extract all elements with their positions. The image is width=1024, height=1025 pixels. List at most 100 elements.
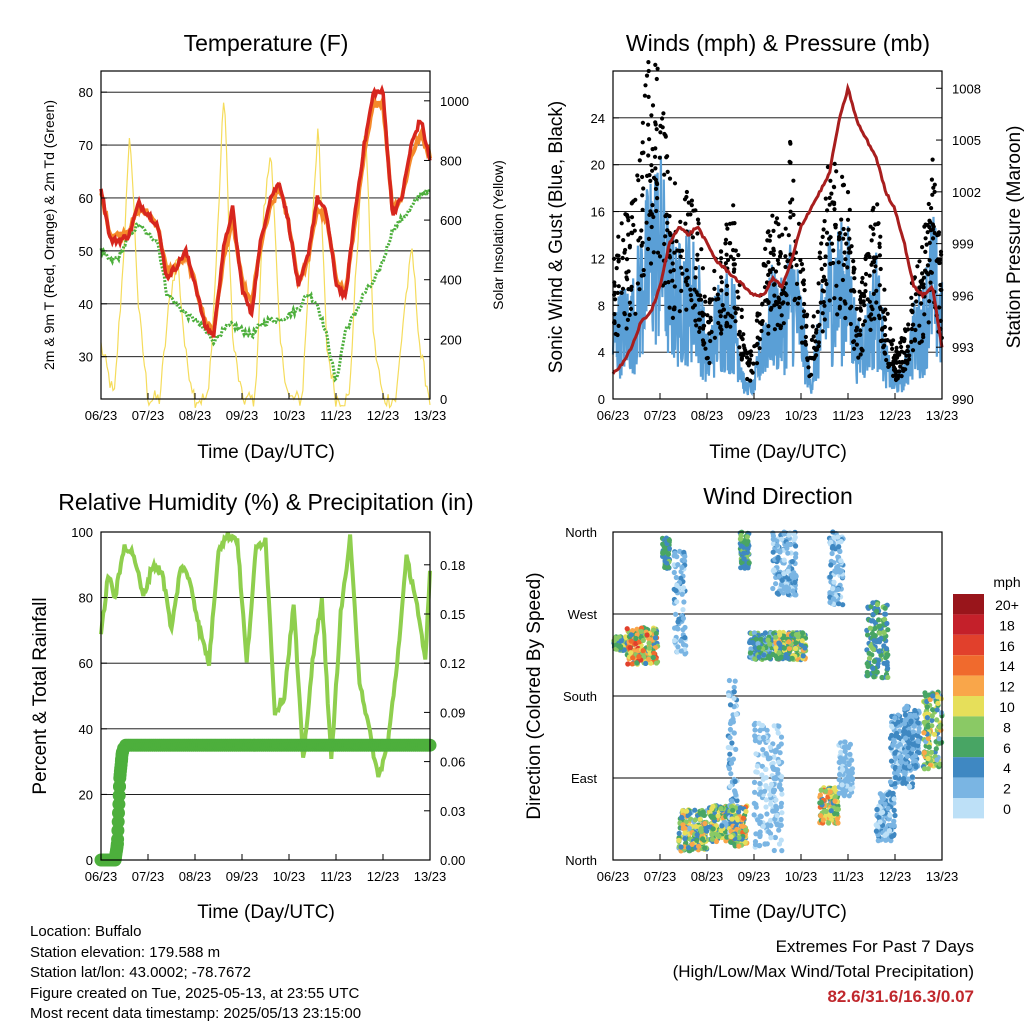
direction-point xyxy=(633,635,639,642)
gust-point xyxy=(765,238,770,243)
temperature-xlabel: Time (Day/UTC) xyxy=(197,442,335,463)
direction-point xyxy=(681,549,687,555)
gust-point xyxy=(910,348,916,353)
gust-point xyxy=(640,140,645,145)
direction-point xyxy=(756,791,762,797)
temperature-x-tick-label: 13/23 xyxy=(414,408,447,423)
gust-point xyxy=(712,335,718,340)
gust-point xyxy=(895,355,900,360)
gust-point xyxy=(817,322,822,327)
gust-point xyxy=(932,231,937,236)
direction-point xyxy=(883,831,890,837)
gust-point xyxy=(862,303,867,308)
direction-point xyxy=(832,798,838,804)
direction-point xyxy=(776,573,782,579)
gust-point xyxy=(772,303,777,308)
gust-point xyxy=(655,250,661,255)
gust-point xyxy=(640,174,645,180)
solar-y-tick-label: 400 xyxy=(440,273,462,288)
gust-point xyxy=(643,83,648,88)
direction-point xyxy=(766,829,772,835)
direction-point xyxy=(874,608,880,614)
gust-point xyxy=(716,320,721,326)
gust-point xyxy=(876,313,882,318)
gust-point xyxy=(932,189,937,194)
temperature-frame xyxy=(100,70,431,400)
gust-point xyxy=(686,200,691,205)
gust-point xyxy=(637,158,642,163)
gust-point xyxy=(924,242,929,247)
gust-point xyxy=(692,303,698,308)
direction-point xyxy=(903,735,909,741)
solar-y-ticks: 0 200 400 600 800 1000 xyxy=(424,94,469,407)
gust-point xyxy=(816,281,821,286)
direction-point xyxy=(909,735,915,742)
direction-point xyxy=(629,628,636,634)
direction-point xyxy=(786,541,792,547)
gust-point xyxy=(749,353,754,358)
direction-point xyxy=(915,742,921,749)
gust-point xyxy=(837,304,843,309)
gust-point xyxy=(646,153,651,158)
direction-point xyxy=(892,781,898,787)
direction-point xyxy=(664,560,670,566)
direction-point xyxy=(925,755,931,762)
gust-point xyxy=(684,194,689,200)
gust-point xyxy=(654,76,659,82)
gust-point xyxy=(858,352,863,357)
direction-point xyxy=(651,650,657,657)
gust-point xyxy=(836,237,842,242)
direction-point xyxy=(751,812,757,818)
direction-point xyxy=(763,804,769,810)
direction-point xyxy=(741,550,747,556)
gust-point xyxy=(735,289,740,294)
direction-x-tick-label: 09/23 xyxy=(738,869,771,884)
direction-point xyxy=(753,804,759,810)
legend-label: 18 xyxy=(999,617,1015,633)
gust-point xyxy=(652,154,658,159)
direction-point xyxy=(756,654,762,660)
direction-point xyxy=(770,536,776,542)
gust-point xyxy=(737,345,742,350)
direction-point xyxy=(678,648,684,654)
direction-point xyxy=(682,836,688,842)
gust-point xyxy=(841,226,846,232)
direction-point xyxy=(773,645,779,651)
direction-point xyxy=(751,630,758,636)
gust-point xyxy=(877,244,882,250)
direction-point xyxy=(885,665,891,672)
gust-point xyxy=(768,307,773,312)
direction-point xyxy=(708,813,714,819)
gust-point xyxy=(613,297,618,302)
gust-point xyxy=(723,261,729,266)
gust-point xyxy=(653,62,658,67)
direction-point xyxy=(785,568,791,574)
direction-point xyxy=(697,816,703,822)
gust-point xyxy=(741,351,746,356)
direction-point xyxy=(789,559,795,565)
direction-point xyxy=(650,654,656,661)
direction-point xyxy=(839,782,845,788)
gust-point xyxy=(899,374,904,379)
gust-point xyxy=(787,159,792,164)
gust-point xyxy=(936,230,942,235)
gust-point xyxy=(821,227,826,232)
gust-point xyxy=(878,266,883,272)
direction-point xyxy=(784,545,790,551)
gust-point xyxy=(772,293,777,298)
direction-point xyxy=(776,827,782,833)
gust-point xyxy=(699,247,704,252)
direction-point xyxy=(785,588,791,594)
extremes-box: Extremes For Past 7 Days (High/Low/Max W… xyxy=(673,934,974,1009)
gust-point xyxy=(725,311,731,316)
direction-point xyxy=(778,800,785,806)
direction-point xyxy=(753,831,759,837)
gust-point xyxy=(915,264,920,269)
gust-point xyxy=(819,241,824,246)
direction-ylabel: Direction (Colored By Speed) xyxy=(524,572,545,819)
gust-point xyxy=(662,172,667,177)
gust-point xyxy=(832,161,837,166)
direction-point xyxy=(786,532,792,538)
gust-point xyxy=(763,246,768,251)
